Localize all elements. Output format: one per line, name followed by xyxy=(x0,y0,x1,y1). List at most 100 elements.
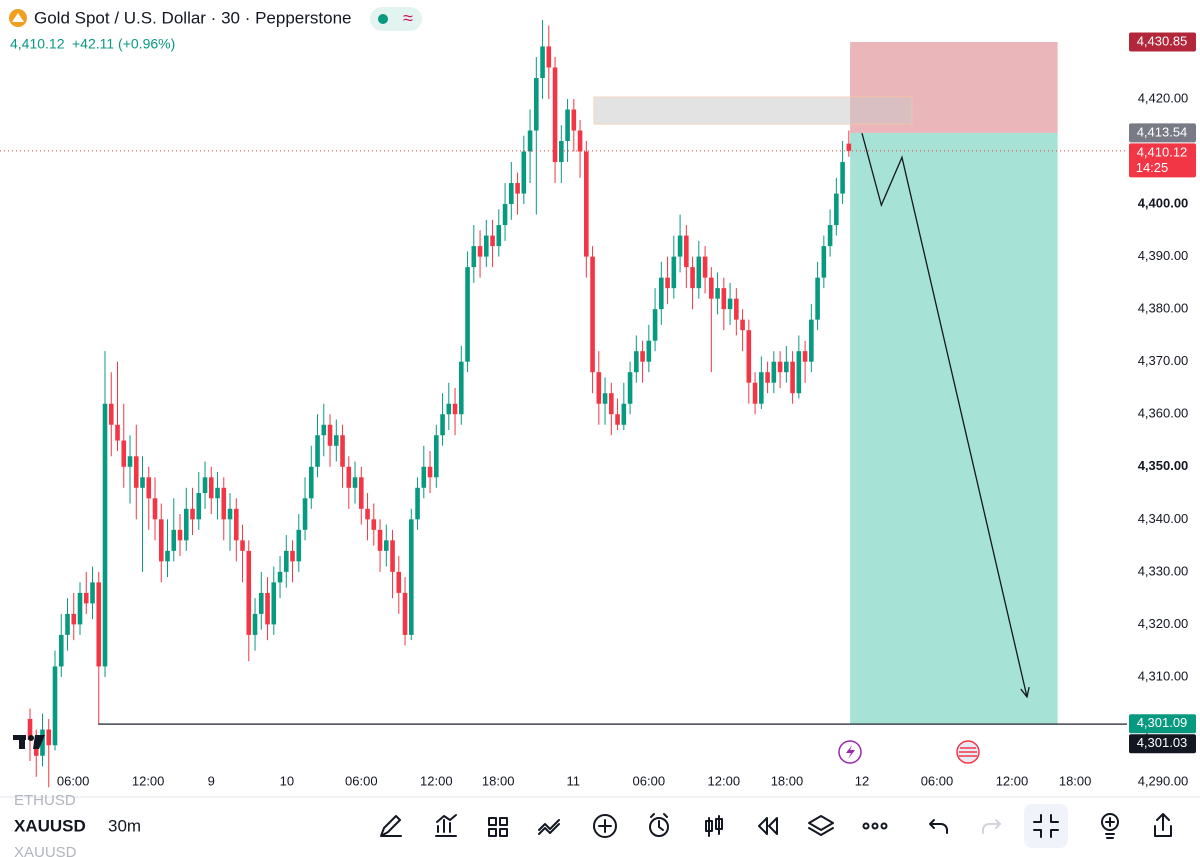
candle-body xyxy=(377,529,383,551)
candle-body xyxy=(108,403,114,425)
event-icon[interactable] xyxy=(838,740,862,764)
more-icon[interactable] xyxy=(862,822,870,830)
tradingview-logo xyxy=(13,735,45,749)
target-zone xyxy=(850,132,1058,724)
price-tag-countdown: 14:25 xyxy=(1136,160,1169,175)
candle-body xyxy=(133,456,139,488)
candle-body xyxy=(565,109,570,142)
candle-body xyxy=(46,729,52,746)
candle-body xyxy=(140,477,145,488)
layouts-icon[interactable] xyxy=(488,817,508,837)
candle-body xyxy=(609,393,614,415)
candle-body xyxy=(196,493,202,520)
candle-body xyxy=(102,403,108,667)
candle-body xyxy=(233,508,239,541)
y-tick-label: 4,390.00 xyxy=(1138,248,1189,263)
add-icon[interactable] xyxy=(593,814,617,838)
next-symbol[interactable]: XAUUSD xyxy=(14,844,77,857)
price-tag xyxy=(1129,143,1196,178)
candle-body xyxy=(227,508,233,520)
candle-body xyxy=(208,477,214,499)
undo-icon[interactable] xyxy=(929,819,948,834)
candle-body xyxy=(58,634,64,667)
candle-body xyxy=(327,424,333,446)
y-tick-label: 4,310.00 xyxy=(1138,668,1189,683)
candle-body xyxy=(534,77,539,131)
candle-body xyxy=(396,571,402,593)
redo-icon[interactable] xyxy=(982,819,1002,834)
candle-body xyxy=(290,550,295,562)
candle-body xyxy=(52,666,58,746)
candle-body xyxy=(146,477,152,499)
logo-part xyxy=(28,735,34,741)
y-tick-label: 4,400.00 xyxy=(1138,196,1189,211)
candle-body xyxy=(308,466,314,499)
candle-body xyxy=(846,143,852,151)
candle-body xyxy=(365,508,370,520)
price-tag-label: 4,301.09 xyxy=(1137,715,1188,730)
candle-body xyxy=(402,592,408,635)
alert-icon[interactable] xyxy=(649,817,669,837)
candle-body xyxy=(815,277,820,320)
price-tag xyxy=(1129,734,1196,754)
drawings xyxy=(593,41,1058,724)
x-tick-label: 06:00 xyxy=(57,773,90,788)
x-tick-label: 18:00 xyxy=(1059,773,1092,788)
candle-body xyxy=(665,277,670,289)
candle-body xyxy=(552,67,558,163)
x-tick-label: 12:00 xyxy=(996,773,1029,788)
replay-icon[interactable] xyxy=(758,817,778,835)
chart-type-icon[interactable] xyxy=(705,815,723,837)
market-open-dot xyxy=(378,14,388,24)
candle-body xyxy=(502,204,508,226)
logo-part xyxy=(19,735,25,749)
candle-body xyxy=(602,393,608,404)
candle-body xyxy=(746,330,752,383)
previous-symbol[interactable]: ETHUSD xyxy=(14,792,76,809)
candle-body xyxy=(315,435,320,467)
candle-body xyxy=(709,277,714,299)
layers-icon[interactable] xyxy=(808,815,834,836)
candle-body xyxy=(296,529,302,562)
indicators-icon[interactable] xyxy=(435,814,457,837)
candle-body xyxy=(821,246,827,278)
interval[interactable]: 30m xyxy=(108,816,141,835)
candle-body xyxy=(190,508,195,520)
candle-body xyxy=(96,582,102,667)
candle-body xyxy=(283,550,289,572)
last-price: 4,410.12 xyxy=(10,36,65,52)
compare-icon[interactable] xyxy=(538,819,560,835)
candle-body xyxy=(809,319,814,362)
candle-body xyxy=(702,256,708,278)
candle-body xyxy=(165,550,170,562)
candle-body xyxy=(202,477,208,494)
candle-body xyxy=(440,414,445,436)
ideas-icon[interactable] xyxy=(1101,813,1119,831)
fullscreen-button[interactable] xyxy=(1024,804,1068,848)
x-tick-label: 06:00 xyxy=(921,773,954,788)
candle-body xyxy=(158,519,164,562)
y-tick-label: 4,330.00 xyxy=(1138,563,1189,578)
candle-body xyxy=(115,424,120,441)
draw-tool-icon[interactable] xyxy=(380,815,402,837)
price-tag-label: 4,301.03 xyxy=(1137,735,1188,750)
x-tick-label: 12:00 xyxy=(420,773,453,788)
y-tick-label: 4,380.00 xyxy=(1138,301,1189,316)
supply-zone xyxy=(593,96,913,125)
candle-body xyxy=(752,382,758,404)
candle-body xyxy=(515,183,520,194)
status-pill[interactable] xyxy=(370,7,422,31)
symbol[interactable]: XAUUSD xyxy=(14,816,86,835)
share-icon[interactable] xyxy=(1154,813,1172,837)
candle-body xyxy=(459,361,464,415)
candle-body xyxy=(646,340,652,362)
candle-body xyxy=(215,487,220,499)
overlays xyxy=(0,132,1127,725)
x-tick-label: 12 xyxy=(855,773,869,788)
candle-body xyxy=(40,729,45,756)
arrow-head xyxy=(1020,686,1030,699)
candle-body xyxy=(352,477,358,488)
candle-body xyxy=(246,550,252,635)
